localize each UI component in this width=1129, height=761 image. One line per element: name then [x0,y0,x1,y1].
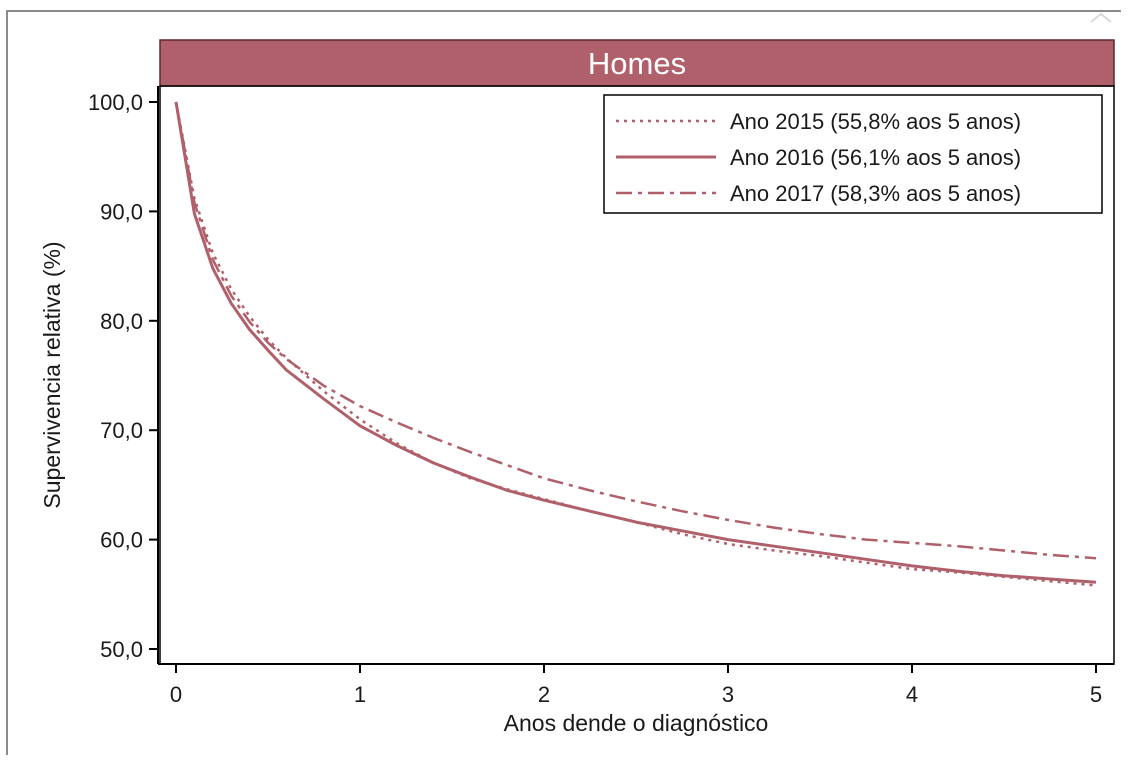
x-tick-label: 3 [722,682,734,707]
x-tick-label: 4 [906,682,918,707]
legend-label-2: Ano 2017 (58,3% aos 5 anos) [730,181,1021,206]
chart-title-strip [159,39,1115,87]
series-lines [174,101,1097,587]
y-axis-ticks: 50,0 60,0 70,0 80,0 90,0 100,0 [88,90,158,662]
x-tick-label: 2 [538,682,550,707]
y-axis-title: Supervivencia relativa (%) [39,241,65,508]
y-tick-label: 60,0 [100,528,143,553]
y-tick-label: 100,0 [88,90,143,115]
y-tick-label: 90,0 [100,199,143,224]
legend: Ano 2015 (55,8% aos 5 anos) Ano 2016 (56,… [603,94,1103,214]
legend-label-1: Ano 2016 (56,1% aos 5 anos) [730,145,1021,170]
x-axis-ticks: 0 1 2 3 4 5 [170,664,1102,707]
legend-label-0: Ano 2015 (55,8% aos 5 anos) [730,109,1021,134]
x-tick-label: 1 [354,682,366,707]
series-line-2 [174,101,1097,560]
y-tick-label: 80,0 [100,309,143,334]
y-tick-label: 70,0 [100,418,143,443]
y-tick-label: 50,0 [100,637,143,662]
series-line-1 [174,101,1097,584]
chart-title: Homes [588,46,686,81]
figure-frame [6,10,1121,755]
x-tick-label: 0 [170,682,182,707]
corner-mark-icon [1090,12,1112,23]
x-axis-title: Anos dende o diagnóstico [504,710,769,736]
series-line-0 [174,101,1097,587]
x-tick-label: 5 [1090,682,1102,707]
